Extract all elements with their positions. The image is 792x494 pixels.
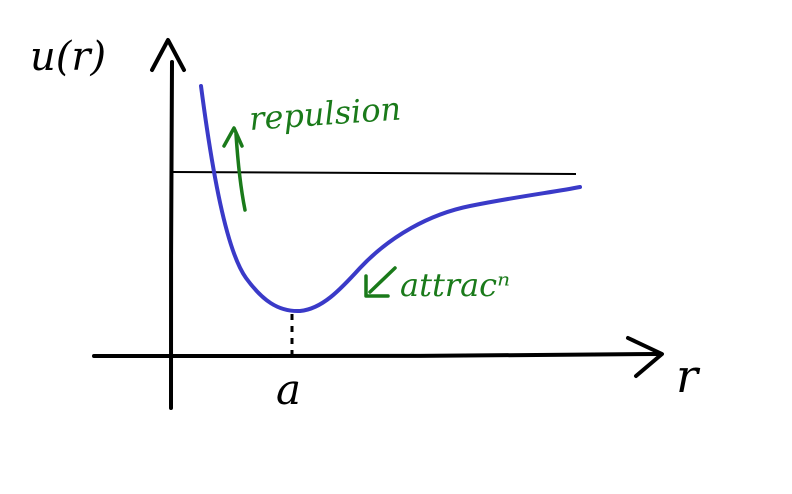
attraction-arrow bbox=[368, 266, 397, 294]
potential-curve bbox=[199, 84, 582, 314]
attraction-arrowhead bbox=[364, 274, 390, 298]
attraction-label: attracⁿ bbox=[400, 266, 510, 304]
y-axis-label: u(r) bbox=[30, 34, 106, 80]
zero-level-line bbox=[171, 171, 577, 175]
repulsion-arrow bbox=[234, 132, 247, 212]
x-axis-arrowhead bbox=[626, 336, 664, 378]
x-axis-label: r bbox=[676, 349, 701, 403]
minimum-point-label: a bbox=[276, 365, 301, 414]
repulsion-arrowhead bbox=[222, 126, 244, 148]
y-axis-arrowhead bbox=[150, 38, 186, 72]
repulsion-label: repulsion bbox=[248, 89, 402, 138]
y-axis bbox=[169, 60, 174, 410]
x-axis bbox=[92, 352, 660, 359]
